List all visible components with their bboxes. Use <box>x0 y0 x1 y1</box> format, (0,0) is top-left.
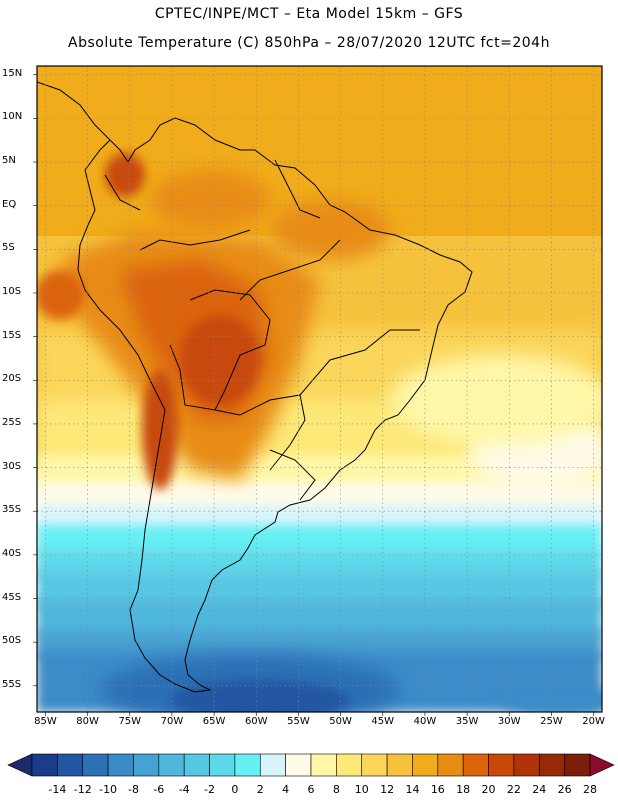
lon-tick-label: 55W <box>287 716 310 727</box>
colorbar-swatch <box>259 753 286 777</box>
colorbar-tick-label: 20 <box>481 783 496 796</box>
lon-tick-label: 25W <box>540 716 563 727</box>
colorbar-tick-label: 4 <box>282 783 290 796</box>
colorbar-swatch <box>234 753 261 777</box>
coastline <box>37 81 473 693</box>
colorbar-swatch <box>437 753 464 777</box>
colorbar-swatch <box>133 753 160 777</box>
colorbar-swatch <box>310 753 337 777</box>
lat-tick-label: 35S <box>2 504 22 516</box>
lat-tick-label: 15S <box>2 329 22 341</box>
lat-tick-label: 45S <box>2 591 22 603</box>
lon-tick-label: 35W <box>455 716 479 727</box>
colorbar-high-arrow <box>589 753 615 777</box>
map-title-line2: Absolute Temperature (C) 850hPa – 28/07/… <box>68 35 550 51</box>
colorbar-swatch <box>513 753 540 777</box>
colorbar-tick-label: -8 <box>127 783 139 796</box>
colorbar-swatch <box>462 753 489 777</box>
colorbar-tick-label: 2 <box>256 783 264 796</box>
lat-tick-label: 5N <box>2 155 16 167</box>
colorbar-tick-label: -6 <box>153 783 165 796</box>
lon-tick-label: 80W <box>76 716 99 727</box>
colorbar-swatch <box>31 753 58 777</box>
colorbar-swatch <box>158 753 185 777</box>
colorbar-swatch <box>488 753 515 777</box>
lon-tick-label: 20W <box>582 716 605 727</box>
lat-tick-label: 40S <box>2 547 22 559</box>
map-frame <box>36 65 603 713</box>
colorbar-swatch <box>386 753 413 777</box>
lat-tick-label: 5S <box>2 242 15 254</box>
colorbar-tick-label: 24 <box>532 783 547 796</box>
lon-tick-label: 40W <box>413 716 437 727</box>
lon-tick-label: 75W <box>118 716 142 727</box>
map-title-line1: CPTEC/INPE/MCT – Eta Model 15km – GFS <box>154 6 464 22</box>
lat-tick-label: EQ <box>2 198 17 210</box>
lon-tick-label: 60W <box>244 716 268 727</box>
colorbar-swatch <box>57 753 84 777</box>
colorbar-swatch <box>285 753 312 777</box>
lon-tick-label: 50W <box>329 716 352 727</box>
colorbar-swatch <box>412 753 439 777</box>
lon-tick-label: 65W <box>202 716 226 727</box>
colorbar-tick-label: 10 <box>354 783 369 796</box>
lon-tick-label: 45W <box>371 716 395 727</box>
colorbar-tick-label: -14 <box>48 783 67 796</box>
temperature-field <box>37 66 602 712</box>
lat-tick-label: 50S <box>2 635 22 647</box>
colorbar-swatch <box>336 753 363 777</box>
colorbar-tick-label: 22 <box>506 783 521 796</box>
grid-lines <box>33 66 602 716</box>
colorbar-tick-label: 26 <box>557 783 572 796</box>
lat-tick-label: 20S <box>2 373 22 385</box>
colorbar-tick-label: 0 <box>231 783 239 796</box>
lat-tick-label: 10N <box>2 111 23 123</box>
colorbar-swatch <box>538 753 565 777</box>
colorbar-low-arrow <box>7 753 33 777</box>
lon-tick-label: 30W <box>497 716 521 727</box>
colorbar-swatch <box>107 753 134 777</box>
colorbar-tick-label: 8 <box>332 783 340 796</box>
lat-tick-label: 15N <box>2 67 23 79</box>
colorbar-tick-label: 16 <box>430 783 445 796</box>
colorbar <box>7 753 615 777</box>
colorbar-swatch <box>209 753 236 777</box>
colorbar-tick-label: -12 <box>73 783 92 796</box>
lat-tick-label: 55S <box>2 678 22 690</box>
colorbar-tick-label: 14 <box>405 783 420 796</box>
lat-tick-label: 25S <box>2 416 22 428</box>
colorbar-swatch <box>361 753 388 777</box>
lon-tick-label: 70W <box>160 716 184 727</box>
colorbar-tick-label: -4 <box>178 783 190 796</box>
colorbar-swatch <box>82 753 109 777</box>
colorbar-tick-label: 28 <box>583 783 597 796</box>
colorbar-tick-label: -2 <box>204 783 216 796</box>
lon-tick-label: 85W <box>34 716 57 727</box>
lat-tick-label: 30S <box>2 460 22 472</box>
colorbar-tick-label: 18 <box>456 783 471 796</box>
colorbar-tick-label: 12 <box>380 783 395 796</box>
colorbar-swatch <box>183 753 210 777</box>
lat-tick-label: 10S <box>2 285 22 297</box>
colorbar-swatch <box>564 753 591 777</box>
colorbar-tick-label: -10 <box>99 783 118 796</box>
colorbar-tick-label: 6 <box>307 783 315 796</box>
